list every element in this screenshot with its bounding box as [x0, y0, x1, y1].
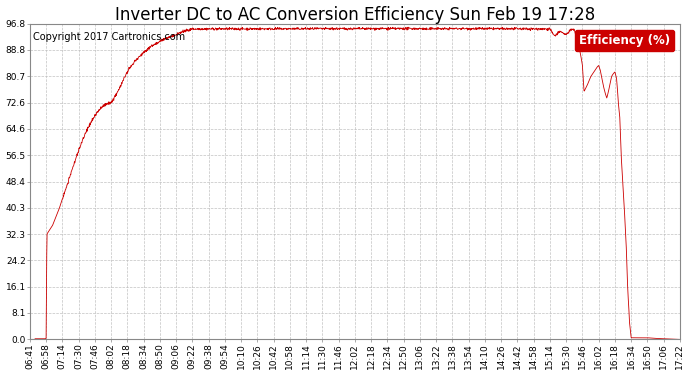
Title: Inverter DC to AC Conversion Efficiency Sun Feb 19 17:28: Inverter DC to AC Conversion Efficiency …	[115, 6, 595, 24]
Text: Copyright 2017 Cartronics.com: Copyright 2017 Cartronics.com	[33, 32, 185, 42]
Legend: Efficiency (%): Efficiency (%)	[575, 30, 674, 51]
